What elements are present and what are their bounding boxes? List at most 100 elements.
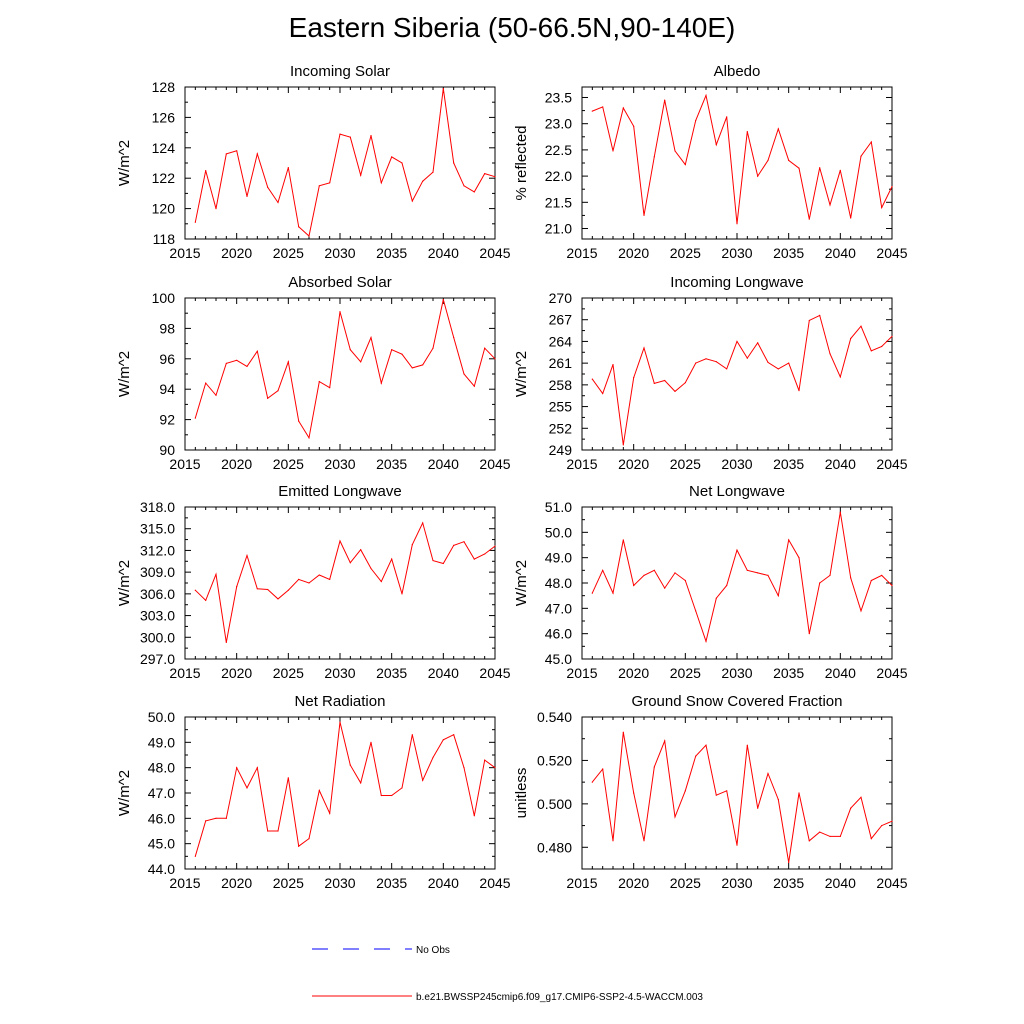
data-point (432, 559, 434, 562)
data-point (746, 569, 748, 571)
x-tick-label: 2030 (721, 456, 752, 472)
y-tick-label: 48.0 (545, 575, 572, 591)
data-point (860, 610, 862, 612)
data-point (808, 319, 810, 322)
data-point (339, 133, 341, 135)
data-point (453, 336, 455, 339)
data-point (808, 840, 810, 842)
data-point (329, 578, 331, 580)
data-point (633, 377, 635, 379)
data-point (267, 397, 269, 399)
data-point (622, 107, 624, 109)
data-point (612, 592, 614, 594)
data-point (484, 173, 486, 175)
y-tick-label: 270 (549, 290, 573, 306)
x-tick-label: 2020 (221, 245, 252, 261)
chart-title: Net Radiation (295, 693, 386, 710)
y-tick-label: 267 (549, 312, 573, 328)
plot-frame (581, 716, 893, 870)
x-tick-label: 2030 (324, 875, 355, 891)
data-point (225, 362, 227, 364)
data-point (318, 185, 320, 187)
x-tick-label: 2030 (324, 456, 355, 472)
y-tick-label: 49.0 (148, 734, 175, 750)
x-tick-label: 2035 (773, 665, 804, 681)
data-point (339, 311, 341, 313)
y-tick-label: 47.0 (148, 785, 175, 801)
data-point (205, 170, 207, 172)
y-tick-label: 297.0 (140, 651, 175, 667)
data-point (829, 353, 831, 355)
data-point (602, 569, 604, 571)
y-tick-label: 48.0 (148, 760, 175, 776)
y-axis-label: W/m^2 (116, 140, 133, 186)
x-tick-label: 2020 (221, 665, 252, 681)
data-point (380, 182, 382, 184)
data-point (695, 610, 697, 612)
data-point (246, 195, 248, 198)
series-line (592, 93, 893, 224)
y-tick-label: 303.0 (140, 608, 175, 624)
data-point (612, 840, 614, 842)
data-point (798, 792, 800, 794)
y-tick-label: 312.0 (140, 542, 175, 558)
data-point (850, 577, 852, 579)
y-tick-label: 264 (549, 333, 573, 349)
y-tick-label: 47.0 (545, 600, 572, 616)
data-point (432, 756, 434, 759)
data-point (370, 135, 372, 137)
data-point (881, 574, 883, 577)
data-point (256, 588, 258, 590)
x-tick-label: 2030 (324, 245, 355, 261)
data-point (881, 345, 883, 348)
data-point (746, 744, 748, 746)
data-point (349, 764, 351, 766)
data-point (591, 110, 593, 112)
y-tick-label: 124 (152, 140, 176, 156)
y-tick-label: 306.0 (140, 586, 175, 602)
data-point (839, 511, 841, 513)
data-point (391, 349, 393, 351)
data-point (422, 180, 424, 182)
data-point (432, 347, 434, 349)
x-tick-label: 2035 (773, 456, 804, 472)
data-point (411, 734, 413, 736)
chart-ground-snow-covered-fraction: Ground Snow Covered Fraction unitless 2015… (513, 693, 908, 891)
x-tick-label: 2025 (273, 245, 304, 261)
y-tick-label: 23.5 (545, 89, 572, 105)
data-point (287, 361, 289, 363)
y-tick-label: 92 (159, 412, 175, 428)
data-point (674, 572, 676, 574)
data-point (622, 444, 624, 446)
y-tick-label: 90 (159, 442, 175, 458)
data-point (287, 777, 289, 779)
data-point (850, 807, 852, 809)
data-point (287, 589, 289, 591)
x-tick-label: 2030 (721, 875, 752, 891)
y-tick-label: 100 (152, 290, 176, 306)
data-point (205, 599, 207, 601)
data-point (329, 387, 331, 389)
data-point (870, 838, 872, 840)
x-tick-label: 2020 (618, 665, 649, 681)
data-point (808, 633, 810, 635)
y-tick-label: 300.0 (140, 629, 175, 645)
y-tick-label: 0.540 (537, 709, 572, 725)
data-point (494, 176, 496, 178)
data-point (788, 159, 790, 161)
data-point (881, 824, 883, 827)
x-tick-label: 2015 (566, 456, 597, 472)
series-line (194, 521, 496, 643)
data-point (380, 382, 382, 384)
data-point (591, 592, 593, 594)
data-point (695, 755, 697, 757)
x-tick-label: 2040 (825, 665, 856, 681)
data-point (246, 787, 248, 789)
data-point (674, 816, 676, 818)
x-tick-label: 2040 (825, 456, 856, 472)
series-line (591, 512, 893, 644)
data-point (411, 367, 413, 369)
data-point (674, 150, 676, 152)
data-point (401, 787, 403, 789)
